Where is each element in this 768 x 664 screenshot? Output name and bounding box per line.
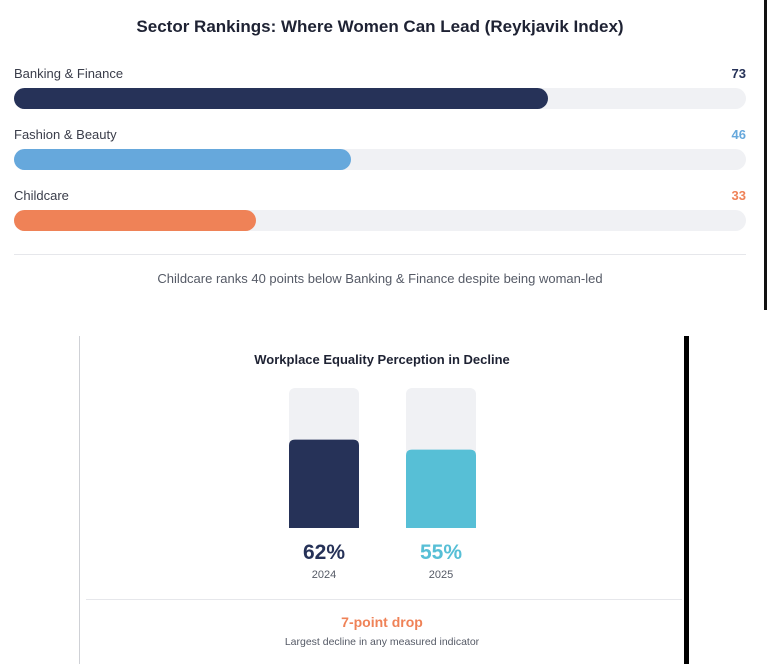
divider: [14, 254, 746, 255]
panel-edge: [684, 336, 689, 664]
bar-2025: [406, 449, 476, 528]
bar-track: [14, 149, 746, 170]
divider: [86, 599, 682, 600]
category-label: 2024: [311, 569, 337, 581]
bar-2024: [289, 439, 359, 528]
panel-edge: [79, 336, 80, 664]
bar-row-childcare: Childcare 33: [14, 188, 746, 248]
bar-row-fashion-beauty: Fashion & Beauty 46: [14, 127, 746, 187]
chart-annotation: Childcare ranks 40 points below Banking …: [157, 271, 603, 286]
category-label: 2025: [428, 569, 454, 581]
chart-title: Workplace Equality Perception in Decline: [254, 352, 510, 367]
data-label: 33: [731, 188, 746, 203]
data-label: 73: [731, 66, 746, 81]
bar-track: [14, 210, 746, 231]
bar-childcare: [14, 210, 256, 231]
data-label: 62%: [302, 541, 346, 564]
data-label: 46: [731, 127, 746, 142]
vertical-bar-chart: [289, 388, 476, 528]
bar-fashion-beauty: [14, 149, 351, 170]
data-label: 55%: [419, 541, 463, 564]
chart-title: Sector Rankings: Where Women Can Lead (R…: [136, 17, 624, 36]
category-label: Banking & Finance: [14, 66, 124, 81]
panel-edge: [764, 0, 767, 310]
bar-banking-finance: [14, 88, 549, 109]
bar-track: [14, 88, 746, 109]
category-label: Childcare: [14, 188, 69, 203]
chart-headline: 7-point drop: [341, 614, 423, 630]
chart-annotation: Largest decline in any measured indicato…: [284, 636, 480, 648]
category-label: Fashion & Beauty: [14, 127, 117, 142]
sector-rankings-panel: Sector Rankings: Where Women Can Lead (R…: [0, 0, 768, 300]
bar-row-banking-finance: Banking & Finance 73: [14, 66, 746, 126]
equality-perception-panel: Workplace Equality Perception in Decline…: [0, 336, 768, 664]
